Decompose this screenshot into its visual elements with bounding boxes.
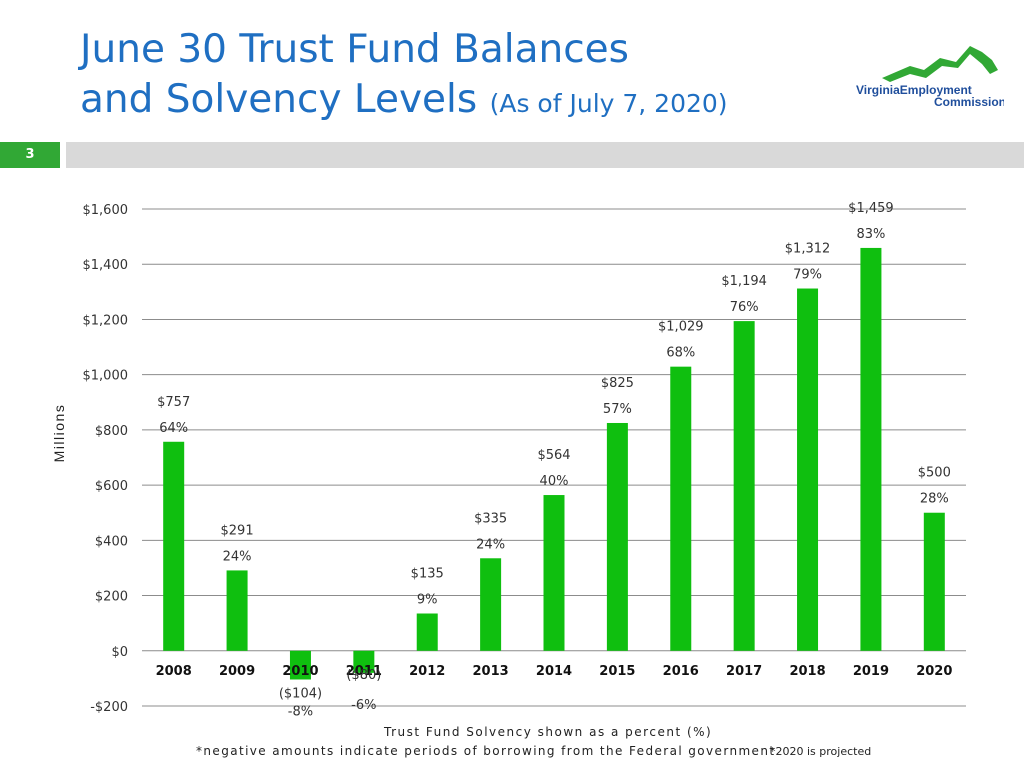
bar [797,288,819,651]
solvency-label: 24% [223,549,252,564]
x-tick-label: 2017 [726,664,762,679]
value-label: ($104) [279,686,322,701]
bar [289,650,311,680]
y-tick-label: $0 [111,645,128,660]
y-tick-label: $200 [95,590,128,605]
bar [860,247,882,651]
footnote-solvency: Trust Fund Solvency shown as a percent (… [384,725,713,739]
title-line-1: June 30 Trust Fund Balances [80,27,629,72]
x-tick-label: 2012 [409,664,445,679]
solvency-label: 28% [920,492,949,507]
solvency-label: -8% [288,704,313,719]
bar [480,558,502,651]
solvency-label: 64% [159,421,188,436]
y-axis-label: Millions [51,404,67,463]
footnote-projected: *2020 is projected [770,745,872,758]
bar [543,495,565,651]
x-tick-label: 2019 [853,664,889,679]
y-tick-labels: -$200 $0 $200 $400 $600 $800 $1,000 $1,200 $1,40… [83,203,129,715]
x-tick-label: 2020 [916,664,952,679]
solvency-label: 57% [603,402,632,417]
x-tick-label: 2014 [536,664,572,679]
solvency-label: 83% [856,227,885,242]
x-tick-label: 2009 [219,664,255,679]
slide-title: June 30 Trust Fund Balances and Solvency… [80,26,728,130]
bar-chart: -$200 $0 $200 $400 $600 $800 $1,000 $1,200 $1,40… [51,201,966,720]
y-tick-label: $600 [95,479,128,494]
y-tick-label: $1,200 [83,313,129,328]
title-line-2-text: and Solvency Levels [80,77,478,122]
bars [163,247,945,680]
y-tick-label: $1,600 [83,203,129,218]
value-label: $291 [221,523,254,538]
bar [670,366,692,651]
x-tick-label: 2011 [346,664,382,679]
solvency-label: 9% [417,593,438,608]
y-tick-label: $400 [95,534,128,549]
y-tick-label: $1,000 [83,369,129,384]
slide-number: 3 [0,142,60,168]
footnote-negative: *negative amounts indicate periods of bo… [196,744,776,758]
value-label: $757 [157,395,190,410]
value-label: $564 [537,448,570,463]
bar [923,512,945,651]
x-tick-label: 2008 [156,664,192,679]
value-label: $335 [474,511,507,526]
y-tick-label: $800 [95,424,128,439]
slide-header-bar [66,142,1024,168]
value-label: $1,312 [785,242,831,257]
value-label: $1,194 [721,274,767,289]
title-subtitle: (As of July 7, 2020) [489,89,728,118]
solvency-label: 24% [476,537,505,552]
x-tick-label: 2015 [599,664,635,679]
bar [606,422,628,651]
bar [226,570,248,651]
solvency-label: -6% [351,698,376,713]
data-labels: $757 64% $291 24% ($104) -8% ($80) -6% $135 9% $33… [157,201,951,720]
bar [353,650,375,673]
logo-mountain-icon [882,46,998,82]
solvency-label: 68% [666,346,695,361]
value-label: $135 [411,567,444,582]
y-tick-label: -$200 [90,700,128,715]
bar [163,441,185,651]
vec-logo: VirginiaEmployment Commission [856,46,1004,109]
x-tick-label: 2010 [282,664,318,679]
title-line-2: and Solvency Levels (As of July 7, 2020) [80,74,728,130]
x-tick-labels: 2008 2009 2010 2011 2012 2013 2014 2015 2016 2017… [156,664,953,679]
solvency-label: 40% [540,474,569,489]
value-label: ($80) [346,668,381,683]
y-tick-label: $1,400 [83,258,129,273]
bar [416,613,438,651]
bar [733,321,755,651]
value-label: $500 [918,466,951,481]
logo-line-2: Commission [934,95,1004,109]
value-label: $1,459 [848,201,894,216]
value-label: $825 [601,376,634,391]
logo-line-1: VirginiaEmployment [856,83,972,97]
value-label: $1,029 [658,320,704,335]
x-tick-label: 2013 [473,664,509,679]
x-tick-label: 2018 [789,664,825,679]
solvency-label: 79% [793,268,822,283]
solvency-label: 76% [730,300,759,315]
x-tick-label: 2016 [663,664,699,679]
